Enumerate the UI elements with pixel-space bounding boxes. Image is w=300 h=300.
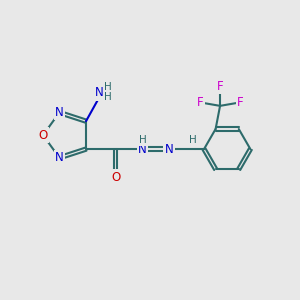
Text: N: N — [55, 151, 64, 164]
Text: N: N — [55, 106, 64, 119]
Text: O: O — [38, 129, 48, 142]
Text: N: N — [95, 86, 104, 99]
Text: H: H — [139, 135, 146, 145]
Text: H: H — [103, 82, 111, 92]
Text: H: H — [104, 92, 112, 102]
Text: N: N — [138, 142, 147, 156]
Text: F: F — [196, 96, 203, 110]
Text: F: F — [237, 96, 244, 110]
Text: F: F — [217, 80, 224, 93]
Text: H: H — [189, 135, 197, 145]
Text: N: N — [165, 142, 174, 156]
Text: O: O — [111, 171, 120, 184]
